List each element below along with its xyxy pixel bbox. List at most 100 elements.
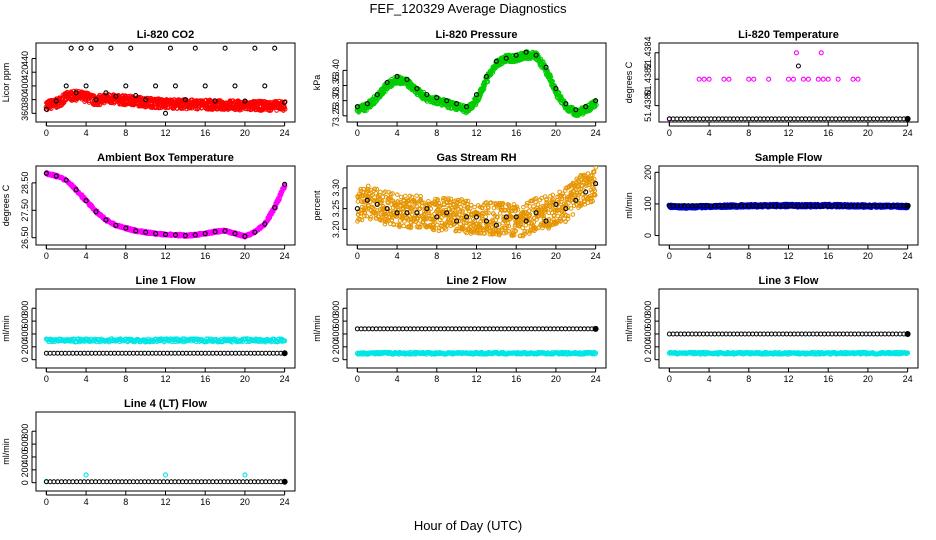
data-point xyxy=(212,229,218,235)
data-point xyxy=(182,97,188,103)
data-point xyxy=(384,79,390,86)
x-tick-label: 8 xyxy=(434,251,439,261)
data-point xyxy=(795,63,801,69)
data-point xyxy=(468,202,474,208)
data-point xyxy=(515,207,521,212)
data-point xyxy=(592,192,598,198)
x-tick-label: 16 xyxy=(823,128,833,138)
data-point xyxy=(448,223,454,229)
panel-y-axis-label: degrees C xyxy=(1,184,11,226)
data-point xyxy=(459,210,465,215)
data-point xyxy=(505,221,511,226)
data-point xyxy=(222,45,228,51)
data-point xyxy=(417,224,423,230)
data-point xyxy=(453,209,458,214)
data-point xyxy=(546,218,552,224)
data-point xyxy=(793,50,799,56)
x-tick-label: 4 xyxy=(84,128,89,138)
data-point xyxy=(133,228,139,234)
data-point xyxy=(513,228,519,234)
data-point xyxy=(63,83,69,89)
x-tick-label: 8 xyxy=(746,128,751,138)
data-point xyxy=(495,214,500,220)
data-point xyxy=(540,225,545,231)
y-tick-label: 100 xyxy=(643,196,653,211)
data-point xyxy=(123,225,129,231)
data-point xyxy=(785,76,792,82)
data-point xyxy=(544,197,549,203)
series-black xyxy=(666,63,911,122)
y-tick-label: 73.25 xyxy=(331,105,341,128)
data-point xyxy=(73,187,79,193)
data-point xyxy=(555,213,561,219)
data-point xyxy=(500,201,506,206)
panel-y-axis-label: Licor ppm xyxy=(1,63,11,103)
series-magenta xyxy=(43,170,288,240)
data-point xyxy=(262,221,268,227)
data-point xyxy=(568,206,574,211)
data-point xyxy=(514,204,520,210)
data-point xyxy=(593,98,599,104)
data-point xyxy=(513,214,519,220)
data-point xyxy=(394,73,400,79)
data-point xyxy=(153,231,159,237)
data-point xyxy=(563,101,569,107)
data-point xyxy=(563,206,569,212)
data-point xyxy=(493,58,499,64)
data-point xyxy=(167,45,174,51)
data-point xyxy=(162,110,169,116)
data-point xyxy=(536,225,541,231)
y-tick-label: 3.25 xyxy=(331,200,341,218)
data-point xyxy=(437,203,443,209)
x-tick-label: 0 xyxy=(355,128,360,138)
data-point xyxy=(222,228,228,234)
data-point xyxy=(589,176,595,181)
data-point xyxy=(579,191,585,197)
x-tick-label: 0 xyxy=(44,128,49,138)
data-point xyxy=(548,74,554,80)
data-point xyxy=(563,219,568,224)
panel-data xyxy=(43,170,288,240)
data-point xyxy=(78,45,84,51)
data-point xyxy=(766,76,772,82)
panel-title: Gas Stream RH xyxy=(436,152,516,164)
data-point xyxy=(513,52,519,58)
x-tick-label: 12 xyxy=(783,251,793,261)
data-point xyxy=(182,232,188,239)
data-point xyxy=(472,204,477,210)
data-point xyxy=(93,97,99,103)
data-point xyxy=(506,223,512,229)
x-tick-label: 24 xyxy=(591,128,601,138)
data-point xyxy=(407,201,412,207)
data-point xyxy=(563,188,568,193)
x-tick-label: 16 xyxy=(200,251,210,261)
data-point xyxy=(432,219,438,225)
data-point xyxy=(242,98,248,104)
data-point xyxy=(553,86,559,92)
data-point-end xyxy=(904,115,911,122)
data-point xyxy=(374,201,380,208)
data-point xyxy=(73,90,79,96)
y-tick-label: 51.4382 xyxy=(643,63,653,96)
data-point xyxy=(390,191,395,196)
data-point xyxy=(53,173,59,179)
y-tick-label: 73.30 xyxy=(331,89,341,112)
data-point xyxy=(591,176,597,182)
data-point xyxy=(364,213,370,219)
data-point xyxy=(594,102,599,108)
data-point xyxy=(363,207,369,212)
data-point xyxy=(103,90,109,96)
data-point xyxy=(746,76,752,82)
data-point xyxy=(490,70,495,76)
panel-data xyxy=(43,45,288,116)
data-point xyxy=(815,76,821,82)
data-point xyxy=(701,76,707,82)
x-tick-label: 4 xyxy=(707,251,712,261)
data-point xyxy=(504,223,510,229)
y-tick-label: 420 xyxy=(20,65,30,80)
